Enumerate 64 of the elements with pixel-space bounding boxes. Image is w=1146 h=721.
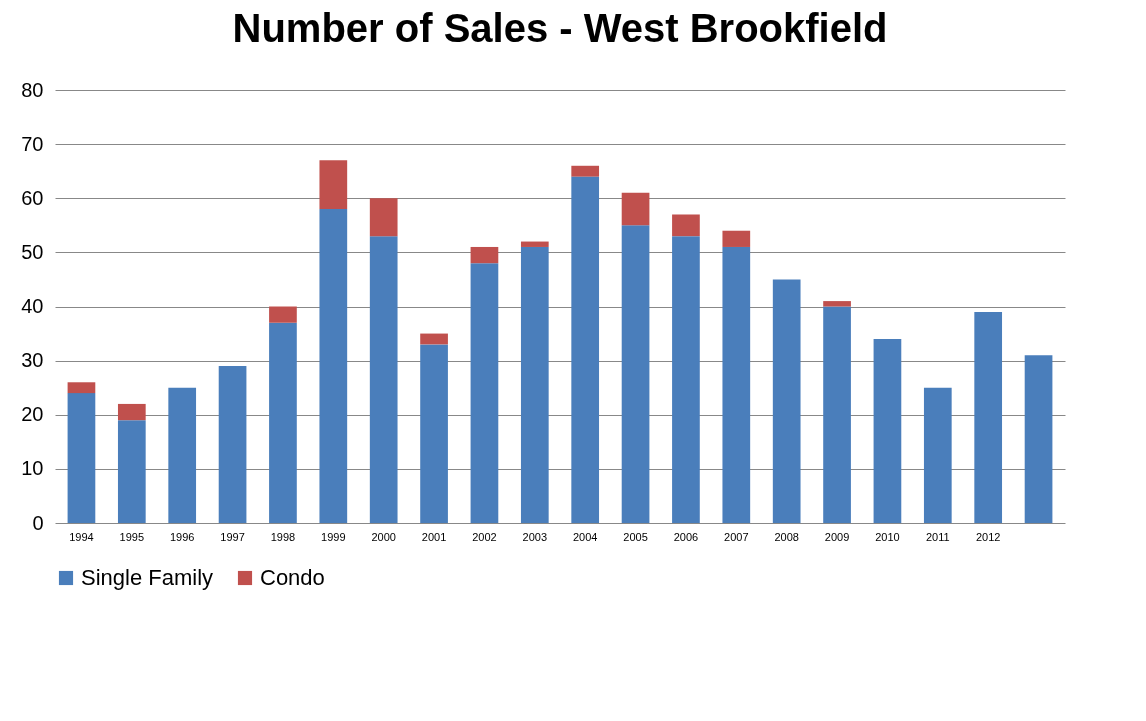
bar (923, 387, 952, 523)
bar (319, 209, 348, 523)
y-tick-label: 60 (21, 186, 44, 209)
x-tick-label: 2007 (724, 530, 749, 543)
bar (823, 301, 851, 307)
x-tick-label: 2006 (673, 530, 699, 543)
bar (672, 214, 700, 237)
bar (571, 165, 600, 177)
bar (621, 192, 650, 226)
bar (117, 420, 146, 523)
bar (722, 246, 751, 523)
chart-title: Number of Sales - West Brookfield (232, 6, 888, 50)
y-tick-label: 40 (21, 295, 44, 317)
bar (269, 322, 297, 523)
bar (621, 225, 650, 523)
x-tick-label: 1997 (220, 530, 245, 543)
bar (571, 176, 600, 523)
bar (772, 279, 801, 523)
bar (420, 333, 448, 345)
legend-label: Condo (260, 565, 325, 590)
bar (974, 311, 1003, 523)
y-tick-label: 20 (21, 403, 44, 426)
x-tick-label: 2010 (875, 530, 900, 543)
bar (67, 393, 96, 523)
bar (269, 306, 297, 323)
y-tick-label: 80 (21, 78, 44, 101)
bar (168, 387, 197, 523)
y-tick-label: 50 (21, 240, 44, 263)
x-tick-label: 1995 (119, 530, 145, 543)
x-tick-label: 1998 (270, 530, 296, 543)
x-tick-label: 2005 (623, 530, 648, 543)
bar (218, 366, 247, 523)
bar (470, 263, 499, 523)
bar (319, 160, 348, 210)
x-tick-label: 2012 (975, 530, 1001, 543)
x-tick-label: 1999 (321, 530, 346, 543)
bar (369, 236, 398, 523)
y-tick-label: 30 (21, 349, 44, 372)
x-tick-label: 1996 (169, 530, 195, 543)
bar (117, 403, 146, 421)
y-tick-label: 70 (21, 132, 44, 155)
bar (420, 344, 448, 523)
x-tick-label: 1994 (69, 530, 94, 543)
bar (873, 338, 902, 523)
x-tick-label: 2002 (472, 530, 497, 543)
bar (722, 230, 751, 247)
bar (520, 241, 549, 247)
x-tick-label: 2003 (522, 530, 548, 543)
y-tick-label: 10 (21, 457, 44, 480)
x-tick-label: 2008 (774, 530, 799, 543)
x-tick-label: 2011 (925, 530, 950, 543)
bar (67, 382, 96, 394)
legend-label: Single Family (81, 565, 214, 590)
bar (672, 236, 700, 523)
x-tick-label: 2009 (824, 530, 850, 543)
bar (470, 246, 499, 264)
x-tick-label: 2004 (572, 530, 598, 543)
x-tick-label: 2001 (421, 530, 447, 543)
bar (1024, 355, 1053, 523)
bar (369, 198, 398, 237)
bar (823, 306, 851, 523)
x-tick-label: 2000 (371, 530, 396, 543)
bar (520, 246, 549, 523)
y-tick-label: 0 (32, 511, 44, 534)
